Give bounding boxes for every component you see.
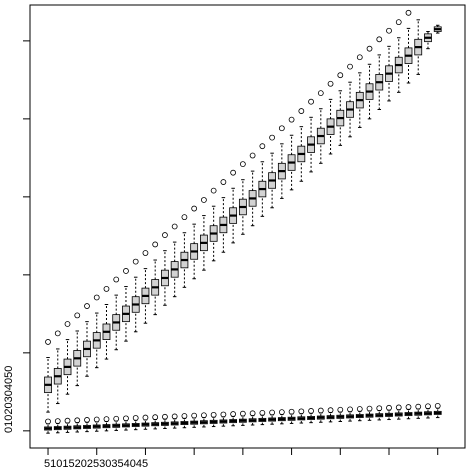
outlier (239, 410, 246, 417)
outlier (366, 45, 373, 52)
outlier (356, 54, 363, 61)
x-tick-label: 35 (111, 458, 123, 470)
outlier (327, 407, 334, 414)
outlier (395, 19, 402, 26)
outlier (191, 412, 198, 419)
x-tick-label: 5 (44, 458, 50, 470)
outlier (191, 205, 198, 212)
outlier (259, 143, 266, 150)
outlier (132, 415, 139, 421)
outlier (405, 9, 412, 16)
x-tick-label: 45 (136, 458, 148, 470)
outlier (434, 402, 441, 409)
outlier (132, 258, 139, 265)
outlier (210, 411, 217, 418)
outlier (288, 116, 295, 123)
x-tick-label: 10 (50, 458, 62, 470)
outlier (64, 321, 71, 327)
outlier (45, 339, 51, 345)
outlier (230, 169, 237, 176)
outlier (317, 90, 324, 97)
outlier (171, 413, 178, 420)
outlier (74, 312, 81, 319)
outlier (230, 411, 237, 417)
outlier (113, 415, 120, 422)
outlier (278, 125, 285, 132)
outlier (84, 417, 90, 423)
outlier (308, 98, 314, 105)
outlier (278, 409, 285, 416)
y-tick-label: 20 (3, 402, 15, 414)
outlier (74, 417, 81, 424)
outlier (425, 403, 431, 410)
outlier (337, 406, 344, 413)
outlier (64, 417, 71, 424)
outlier (220, 179, 227, 185)
y-tick-labels: 01020304050 (3, 366, 15, 433)
outlier (308, 408, 314, 414)
outlier (405, 404, 412, 410)
y-tick-label: 0 (3, 427, 15, 433)
x-tick-label: 40 (124, 458, 136, 470)
outlier (298, 108, 305, 114)
outlier (162, 413, 168, 420)
outlier (171, 223, 178, 230)
outlier (103, 285, 110, 292)
outlier (162, 232, 168, 238)
outlier (142, 250, 149, 256)
outlier (386, 404, 392, 411)
outlier (288, 408, 295, 415)
outlier (259, 410, 266, 416)
outlier (142, 414, 149, 421)
x-tick-labels: 51015202530354045 (44, 458, 148, 470)
outlier (201, 197, 207, 203)
outlier (347, 406, 353, 413)
outlier (152, 241, 159, 248)
outlier (337, 72, 344, 79)
outlier (181, 214, 188, 221)
outlier (269, 134, 275, 141)
y-tick-label: 10 (3, 415, 15, 427)
outlier (249, 410, 256, 417)
outlier (239, 161, 246, 168)
outlier (113, 276, 120, 283)
outlier (376, 36, 383, 43)
outlier (123, 415, 129, 422)
outlier (249, 152, 256, 159)
outlier (181, 413, 188, 419)
outlier (54, 418, 61, 424)
x-tick-label: 25 (87, 458, 99, 470)
outlier (317, 407, 324, 414)
x-tick-label: 20 (75, 458, 87, 470)
outlier (93, 416, 100, 423)
outlier (366, 405, 373, 412)
y-tick-label: 50 (3, 366, 15, 378)
outlier (376, 405, 383, 412)
outlier (415, 403, 422, 410)
plot-frame (29, 4, 466, 449)
x-tick-label: 30 (99, 458, 111, 470)
outlier (103, 416, 110, 423)
outlier (123, 268, 129, 274)
outlier (152, 414, 159, 421)
outlier (210, 187, 217, 194)
outlier (45, 418, 51, 425)
outlier (395, 404, 402, 411)
y-tick-label: 30 (3, 390, 15, 402)
outlier (84, 303, 90, 309)
outlier (93, 294, 100, 301)
outlier (386, 27, 392, 34)
outlier (356, 406, 363, 412)
y-tick-label: 40 (3, 378, 15, 390)
outlier (201, 412, 207, 419)
outlier (298, 408, 305, 415)
outlier (220, 411, 227, 418)
x-tick-label: 15 (62, 458, 74, 470)
outlier (327, 80, 334, 87)
outlier (54, 330, 61, 337)
outlier (347, 63, 353, 70)
outlier (269, 409, 275, 416)
